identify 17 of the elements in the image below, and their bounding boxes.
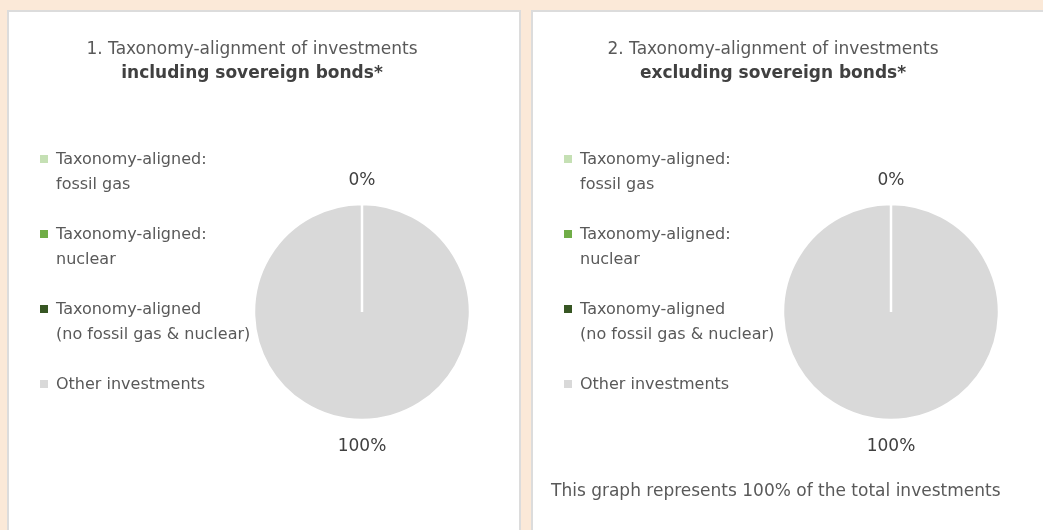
legend-label: Taxonomy-aligned: nuclear: [56, 224, 207, 268]
legend-label: Taxonomy-aligned: fossil gas: [580, 149, 731, 193]
legend-label: Taxonomy-aligned (no fossil gas & nuclear): [56, 299, 251, 343]
text: 0%: [348, 169, 376, 189]
data-label: 100%: [337, 435, 387, 455]
legend-label: Other investments: [56, 374, 206, 393]
legend-label: Taxonomy-aligned: fossil gas: [56, 149, 207, 193]
legend-label: Taxonomy-aligned (no fossil gas & nuclear): [580, 299, 775, 343]
data-label: 100%: [866, 435, 916, 455]
text: 0%: [877, 169, 905, 189]
chart-title: 1. Taxonomy-alignment of investments: [86, 38, 418, 58]
chart-subtitle: excluding sovereign bonds*: [639, 62, 907, 82]
legend-label: Taxonomy-aligned: nuclear: [580, 224, 731, 268]
chart-subtitle: including sovereign bonds*: [121, 62, 383, 82]
chart-title: 2. Taxonomy-alignment of investments: [607, 38, 939, 58]
text: This graph represents 100% of the total investments: [551, 480, 1001, 500]
legend-label: Other investments: [580, 374, 730, 393]
